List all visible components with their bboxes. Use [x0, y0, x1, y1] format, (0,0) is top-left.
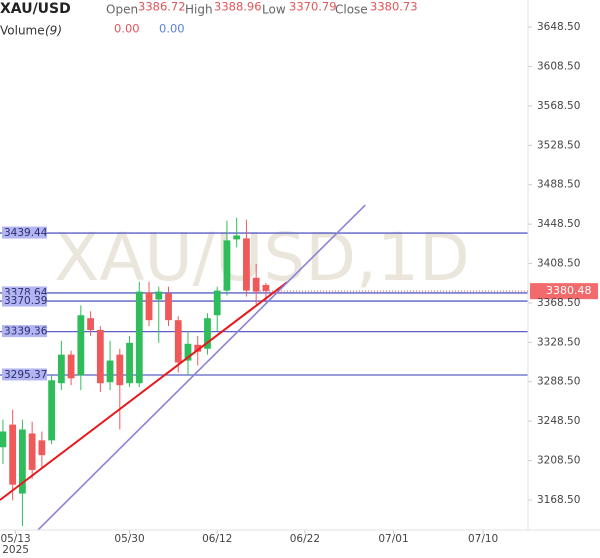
x-tick-label: 06/22	[290, 533, 320, 545]
candle-body	[135, 291, 143, 384]
volume-label: Volume	[0, 24, 45, 38]
volume-value: 0.00	[114, 22, 140, 36]
y-tick-label: 3208.50	[537, 455, 580, 467]
candle-body	[165, 293, 172, 321]
candle-body	[87, 318, 94, 331]
candle-body	[223, 240, 231, 291]
y-tick-label: 3448.50	[537, 218, 580, 230]
y-tick-label: 3328.50	[537, 336, 580, 348]
legend-label: Close	[335, 3, 368, 17]
trendline	[37, 204, 366, 531]
watermark-layer: XAU/USD,1D	[54, 219, 470, 296]
legend-value: 3380.73	[370, 0, 418, 14]
candle-body	[9, 424, 17, 485]
candle-body	[262, 284, 270, 291]
candle-body	[155, 291, 163, 300]
candle-body	[145, 292, 153, 321]
legend-value: 3388.96	[214, 0, 262, 14]
candle-body	[106, 360, 114, 383]
trendline	[0, 281, 288, 501]
watermark: XAU/USD,1D	[54, 219, 470, 296]
y-tick-label: 3648.50	[537, 21, 580, 33]
candle-body	[204, 318, 211, 349]
volume-value: 0.00	[159, 22, 185, 36]
level-label: 3439.44	[4, 227, 48, 239]
candle-body	[174, 320, 182, 363]
candle-body	[184, 343, 192, 361]
candle-body	[48, 380, 56, 441]
candle-body	[213, 290, 221, 316]
candle-body	[67, 354, 75, 379]
y-tick-label: 3408.50	[537, 258, 580, 270]
x-tick-label: 07/01	[378, 533, 408, 545]
candle-body	[57, 354, 65, 384]
candle-body	[96, 330, 104, 384]
x-tick-label: 07/10	[468, 533, 498, 545]
legend-value: 3386.72	[138, 0, 186, 14]
y-tick-label: 3368.50	[537, 297, 580, 309]
candle-body	[233, 235, 241, 240]
legend-label: Open	[106, 3, 138, 17]
candle-body	[19, 429, 26, 494]
legend-label: Low	[262, 3, 286, 17]
candle-body	[126, 342, 133, 384]
x-year-label: 2025	[2, 544, 29, 556]
level-label: 3370.39	[4, 295, 47, 307]
candle-body	[28, 433, 36, 470]
level-label-box	[2, 325, 47, 338]
x-tick-label: 06/12	[202, 533, 232, 545]
overlay-layer: 3439.443378.643370.393339.363295.373380.…	[2, 226, 598, 381]
level-label-box	[2, 294, 47, 307]
x-tick-label: 05/13	[0, 533, 30, 545]
y-tick-label: 3608.50	[537, 60, 580, 72]
candle-body	[194, 344, 202, 352]
y-tick-label: 3168.50	[537, 494, 580, 506]
y-tick-label: 3288.50	[537, 376, 580, 388]
y-tick-label: 3488.50	[537, 179, 580, 191]
plot-area	[0, 26, 532, 534]
candle-body	[243, 238, 250, 291]
last-price-box	[530, 283, 598, 300]
y-tick-label: 3248.50	[537, 415, 580, 427]
level-label-box	[2, 226, 47, 239]
volume-period: (9)	[45, 24, 62, 38]
y-tick-label: 3528.50	[537, 139, 580, 151]
level-label: 3339.36	[4, 326, 48, 338]
legend-value: 3370.79	[289, 0, 337, 14]
level-label-box	[2, 368, 47, 381]
symbol-title: XAU/USD	[0, 1, 71, 17]
candle-body	[77, 315, 85, 376]
y-tick-label: 3568.50	[537, 100, 580, 112]
candle-body	[116, 354, 124, 386]
level-label: 3295.37	[4, 369, 47, 381]
candle-body	[38, 440, 46, 456]
last-price-label: 3380.48	[546, 284, 592, 297]
candle-body	[252, 277, 260, 292]
candle-body	[0, 431, 7, 448]
x-tick-label: 05/30	[114, 533, 144, 545]
legend-label: High	[185, 3, 213, 17]
